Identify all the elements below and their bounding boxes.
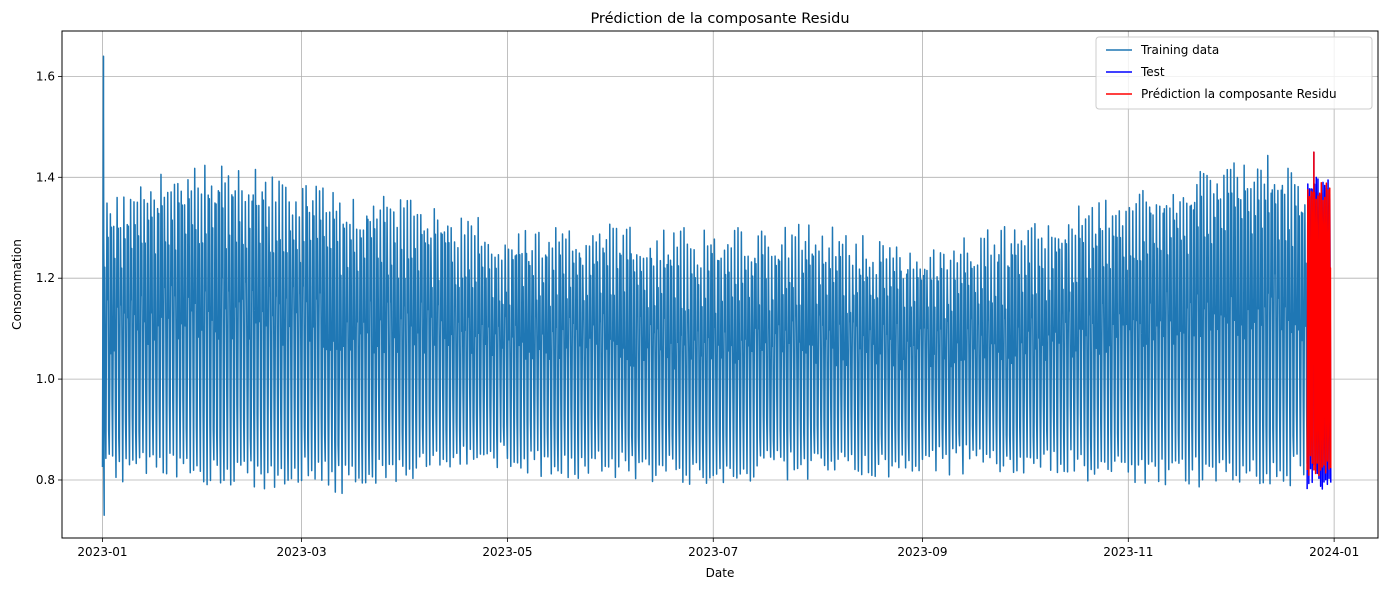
y-axis-label: Consommation — [10, 239, 24, 330]
series-layer — [101, 55, 1332, 517]
x-tick-label: 2023-05 — [482, 545, 532, 559]
y-tick-label: 1.6 — [36, 69, 55, 83]
x-tick-label: 2023-11 — [1103, 545, 1153, 559]
plot-frame — [61, 30, 1379, 539]
series-line-prediction — [1306, 151, 1332, 477]
x-tick-label: 2023-03 — [277, 545, 327, 559]
x-tick-label: 2024-01 — [1309, 545, 1359, 559]
x-tick-label: 2023-09 — [897, 545, 947, 559]
x-axis-label: Date — [706, 566, 735, 580]
x-tick-label: 2023-07 — [688, 545, 738, 559]
y-axis-ticks: 0.8 1.0 1.2 1.4 1.6 — [36, 69, 62, 487]
y-tick-label: 1.0 — [36, 372, 55, 386]
y-tick-label: 1.2 — [36, 271, 55, 285]
x-axis-ticks: 2023-01 2023-03 2023-05 2023-07 2023-09 2023-… — [77, 538, 1359, 559]
legend-label-training: Training data — [1140, 43, 1219, 57]
x-tick-label: 2023-01 — [77, 545, 127, 559]
series-line-training — [101, 55, 1308, 517]
y-tick-label: 1.4 — [36, 170, 55, 184]
legend-label-prediction: Prédiction la composante Residu — [1141, 87, 1337, 101]
legend-box — [1095, 36, 1373, 110]
legend: Training data Test Prédiction la composa… — [1095, 36, 1373, 110]
y-tick-label: 0.8 — [36, 473, 55, 487]
chart-title: Prédiction de la composante Residu — [590, 11, 849, 27]
legend-label-test: Test — [1140, 65, 1165, 79]
